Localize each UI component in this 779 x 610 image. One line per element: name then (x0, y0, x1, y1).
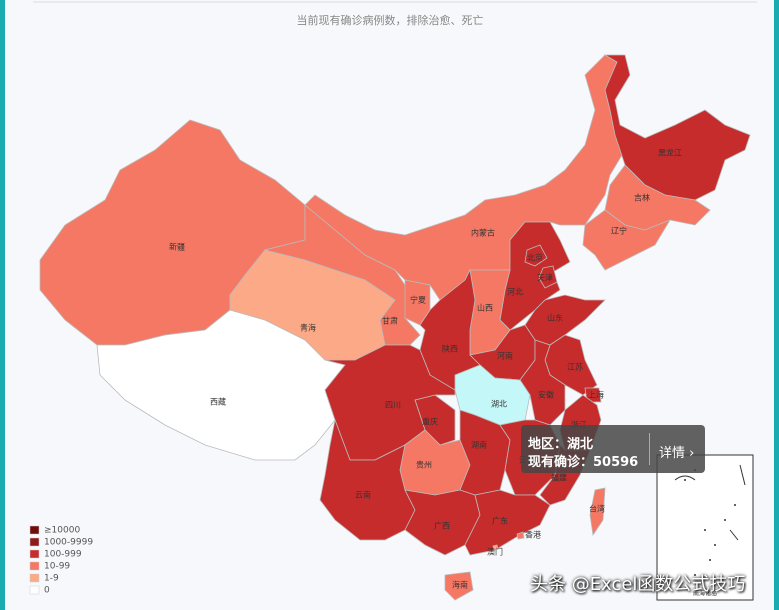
legend-swatch (29, 549, 40, 559)
region-label: 安徽 (538, 390, 554, 400)
region-label: 重庆 (422, 417, 438, 427)
region-label: 浙江 (571, 420, 587, 430)
region-label: 辽宁 (611, 226, 627, 236)
legend-swatch (29, 585, 40, 595)
tooltip: 地区：湖北 现有确诊：50596 详情 › (521, 425, 705, 473)
region-label: 福建 (551, 473, 567, 483)
legend-label: 1-9 (44, 574, 59, 584)
legend-label: 10-99 (44, 562, 70, 572)
tooltip-divider (649, 433, 650, 465)
region-label: 广东 (492, 516, 508, 526)
region-label: 广西 (434, 521, 450, 531)
region-label: 新疆 (169, 242, 185, 252)
region-label: 陕西 (442, 344, 458, 354)
region (516, 531, 525, 540)
legend-swatch (29, 537, 40, 547)
legend-swatch (29, 525, 40, 535)
legend-label: 100-999 (44, 550, 82, 560)
region-label: 云南 (355, 490, 371, 500)
region-label: 河南 (497, 351, 513, 361)
watermark: 头条 @Excel函数公式技巧 (530, 574, 746, 595)
region-label: 上海 (588, 390, 604, 400)
region (589, 487, 606, 537)
region-label: 贵州 (416, 460, 432, 470)
region-label: 湖北 (491, 400, 507, 409)
tooltip-count: 现有确诊：50596 (528, 455, 639, 470)
region-label: 河北 (507, 287, 523, 297)
inset-label: 南海诸岛 (693, 590, 717, 598)
region (538, 265, 558, 289)
legend-label: 1000-9999 (44, 538, 93, 548)
region-label: 台湾 (589, 504, 605, 514)
inset-box (656, 454, 754, 601)
region-label: 北京 (527, 253, 543, 263)
tooltip-detail[interactable]: 详情 › (659, 446, 695, 461)
region-label: 吉林 (634, 193, 650, 203)
region (604, 164, 711, 231)
region-label: 宁夏 (410, 295, 426, 305)
region (582, 209, 671, 271)
region-label: 山西 (477, 303, 493, 313)
region-label: 湖南 (471, 440, 487, 450)
region-label: 澳门 (487, 547, 503, 557)
region-label: 西藏 (210, 397, 226, 407)
tooltip-region: 地区：湖北 (528, 437, 594, 452)
legend-swatch (29, 561, 40, 571)
region-label: 山东 (547, 313, 563, 323)
region (464, 489, 551, 556)
region-label: 青海 (300, 323, 316, 333)
region (492, 544, 499, 551)
region-label: 黑龙江 (658, 148, 682, 158)
legend-label: 0 (44, 586, 50, 596)
legend-swatch (29, 573, 40, 583)
region-label: 内蒙古 (471, 228, 495, 238)
region (524, 244, 548, 267)
subtitle: 当前现有确诊病例数，排除治愈、死亡 (297, 13, 484, 27)
region (603, 54, 751, 201)
region-label: 江苏 (567, 362, 583, 372)
region (324, 344, 456, 461)
region-label: 天津 (537, 273, 553, 283)
legend-label: ≥10000 (44, 526, 80, 536)
inset-islands (674, 464, 746, 576)
region (519, 339, 566, 426)
region-label: 甘肃 (382, 316, 398, 326)
region-label: 香港 (525, 530, 541, 540)
region-label: 四川 (385, 401, 401, 410)
region (444, 571, 474, 601)
region-label: 海南 (452, 580, 468, 590)
